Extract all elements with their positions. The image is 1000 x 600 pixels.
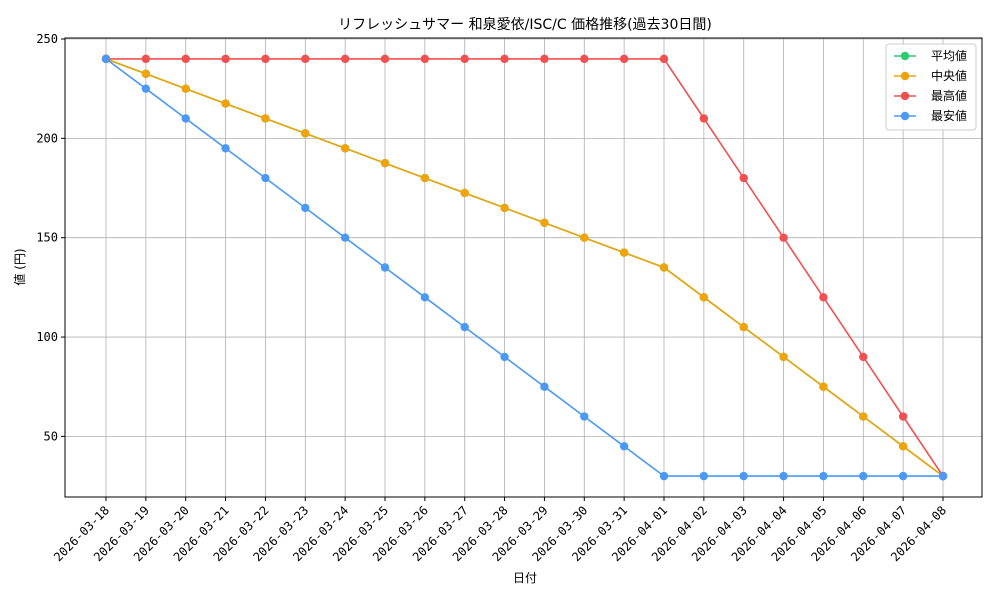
chart-title: リフレッシュサマー 和泉愛依/ISC/C 価格推移(過去30日間): [338, 16, 712, 33]
data-point: [859, 471, 868, 481]
series-1: [101, 54, 948, 481]
data-point: [819, 471, 828, 481]
data-point: [619, 442, 629, 451]
plot-area: [64, 37, 983, 498]
data-point: [460, 54, 469, 64]
legend-swatch-marker: [900, 91, 910, 101]
data-point: [141, 69, 151, 78]
data-point: [301, 203, 310, 213]
data-point: [500, 352, 509, 362]
data-point: [301, 129, 310, 138]
data-point: [580, 412, 589, 421]
series-line: [105, 58, 943, 477]
data-point: [460, 322, 469, 332]
data-point: [580, 233, 589, 242]
y-tick-label: 100: [36, 330, 58, 344]
legend-label: 中央値: [931, 68, 967, 83]
legend-swatch-marker: [900, 71, 910, 81]
data-point: [101, 54, 111, 64]
data-point: [380, 158, 390, 168]
y-axis-label: 値 (円): [12, 248, 27, 285]
y-tick-label: 200: [36, 131, 58, 145]
x-axis-label: 日付: [513, 571, 537, 585]
data-point: [540, 382, 549, 391]
data-point: [659, 263, 669, 272]
data-point: [659, 471, 669, 481]
data-point: [141, 54, 151, 64]
series-line: [105, 58, 944, 477]
data-point: [779, 233, 788, 242]
data-point: [580, 54, 589, 64]
data-point: [779, 352, 788, 362]
data-point: [340, 54, 350, 64]
legend-label: 平均値: [931, 48, 967, 63]
legend-swatch-marker: [900, 111, 910, 121]
data-point: [181, 54, 190, 64]
series-line: [106, 58, 944, 477]
data-point: [619, 54, 629, 64]
legend-swatch-marker: [900, 51, 910, 61]
data-point: [460, 188, 469, 198]
data-point: [261, 114, 270, 123]
data-point: [819, 293, 828, 302]
data-point: [739, 173, 748, 183]
data-point: [181, 84, 190, 93]
data-point: [659, 54, 669, 64]
data-point: [380, 263, 390, 272]
data-point: [181, 114, 190, 123]
series-2: [101, 54, 948, 481]
data-point: [779, 471, 788, 481]
data-point: [261, 54, 270, 64]
data-point: [739, 322, 748, 332]
y-tick-label: 50: [44, 429, 58, 443]
data-point: [221, 99, 230, 108]
legend-box: [885, 43, 977, 131]
data-point: [819, 382, 828, 391]
data-point: [540, 218, 549, 227]
y-tick-label: 150: [36, 231, 58, 245]
legend-label: 最安値: [931, 108, 967, 123]
series-3: [101, 54, 948, 481]
data-point: [500, 203, 509, 213]
data-point: [500, 54, 509, 64]
data-point: [898, 442, 908, 451]
data-point: [340, 144, 350, 153]
data-point: [141, 84, 151, 93]
data-point: [699, 471, 709, 481]
data-point: [898, 412, 908, 421]
data-point: [859, 412, 868, 421]
data-point: [420, 54, 430, 64]
legend-label: 最高値: [931, 88, 967, 103]
data-point: [938, 471, 948, 481]
data-point: [699, 293, 709, 302]
data-point: [739, 471, 748, 481]
data-point: [301, 54, 310, 64]
data-point: [340, 233, 350, 242]
data-point: [859, 352, 868, 362]
data-point: [380, 54, 390, 64]
data-point: [420, 173, 430, 183]
series-4: [101, 54, 948, 481]
data-point: [540, 54, 549, 64]
data-point: [898, 471, 908, 481]
y-tick-label: 250: [36, 32, 58, 46]
data-point: [699, 114, 709, 123]
data-point: [221, 54, 230, 64]
data-point: [221, 144, 230, 153]
data-point: [619, 248, 629, 257]
series-line: [105, 58, 944, 477]
data-point: [420, 293, 430, 302]
data-point: [261, 173, 270, 183]
